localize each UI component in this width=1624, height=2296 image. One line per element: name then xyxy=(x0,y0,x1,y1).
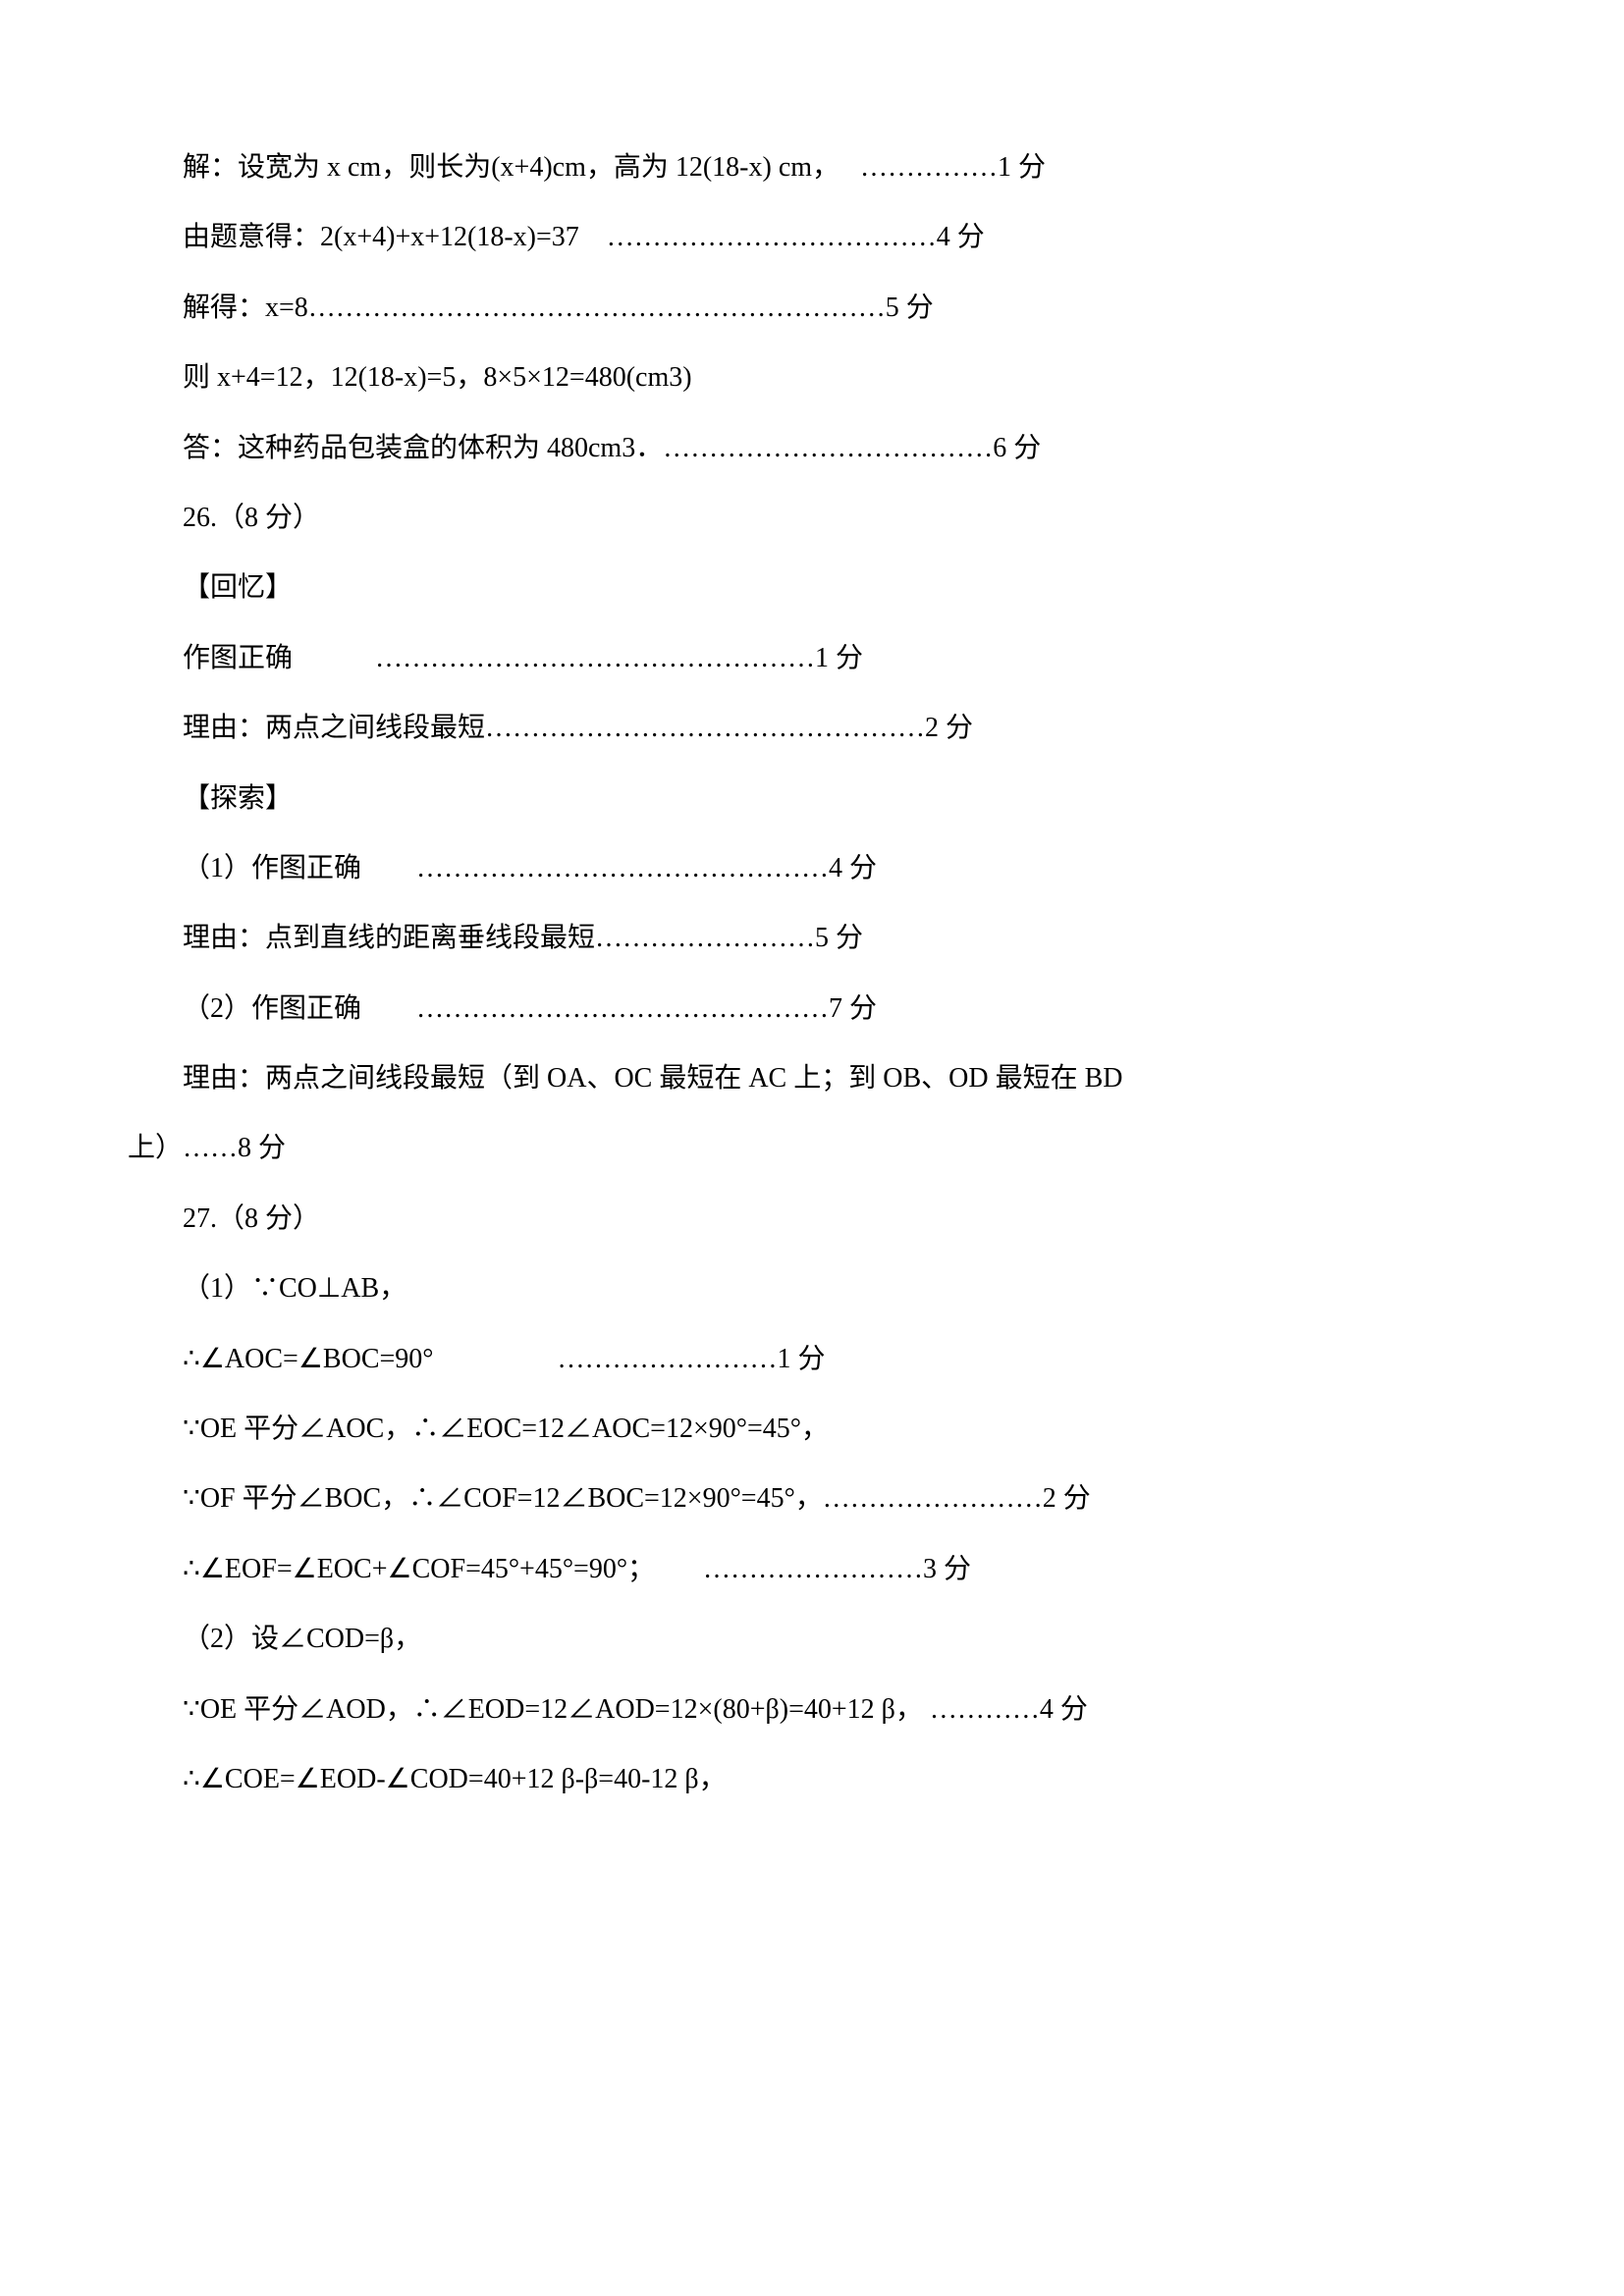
line-l10: 【探索】 xyxy=(128,764,1496,833)
line-l8: 作图正确 …………………………………………1 分 xyxy=(128,623,1496,693)
line-l24: ∴∠COE=∠EOD-∠COD=40+12 β-β=40-12 β， xyxy=(128,1744,1496,1814)
line-l18: ∴∠AOC=∠BOC=90° ……………………1 分 xyxy=(128,1324,1496,1394)
line-l3: 解得：x=8………………………………………………………5 分 xyxy=(128,273,1496,343)
line-l9: 理由：两点之间线段最短…………………………………………2 分 xyxy=(128,693,1496,763)
line-l12: 理由：点到直线的距离垂线段最短……………………5 分 xyxy=(128,903,1496,973)
line-l6: 26.（8 分） xyxy=(128,483,1496,553)
line-l1: 解：设宽为 x cm，则长为(x+4)cm，高为 12(18-x) cm， ……… xyxy=(128,133,1496,202)
line-l13: （2）作图正确 ………………………………………7 分 xyxy=(128,974,1496,1043)
line-l2: 由题意得：2(x+4)+x+12(18-x)=37 ………………………………4 … xyxy=(128,202,1496,272)
line-l5: 答：这种药品包装盒的体积为 480cm3．………………………………6 分 xyxy=(128,413,1496,483)
line-l23: ∵OE 平分∠AOD，∴∠EOD=12∠AOD=12×(80+β)=40+12 … xyxy=(128,1675,1496,1744)
line-l20: ∵OF 平分∠BOC，∴∠COF=12∠BOC=12×90°=45°，……………… xyxy=(128,1464,1496,1533)
line-l14: 理由：两点之间线段最短（到 OA、OC 最短在 AC 上；到 OB、OD 最短在… xyxy=(128,1043,1496,1113)
line-l22: （2）设∠COD=β， xyxy=(128,1604,1496,1674)
line-l21: ∴∠EOF=∠EOC+∠COF=45°+45°=90°； ……………………3 分 xyxy=(128,1534,1496,1604)
line-l16: 27.（8 分） xyxy=(128,1184,1496,1254)
line-l11: （1）作图正确 ………………………………………4 分 xyxy=(128,833,1496,903)
line-l15: 上）……8 分 xyxy=(128,1113,1496,1183)
line-l4: 则 x+4=12，12(18-x)=5，8×5×12=480(cm3) xyxy=(128,343,1496,412)
page: 解：设宽为 x cm，则长为(x+4)cm，高为 12(18-x) cm， ……… xyxy=(0,0,1624,2296)
line-l19: ∵OE 平分∠AOC，∴∠EOC=12∠AOC=12×90°=45°， xyxy=(128,1394,1496,1464)
line-l7: 【回忆】 xyxy=(128,553,1496,622)
line-l17: （1）∵CO⊥AB， xyxy=(128,1254,1496,1323)
